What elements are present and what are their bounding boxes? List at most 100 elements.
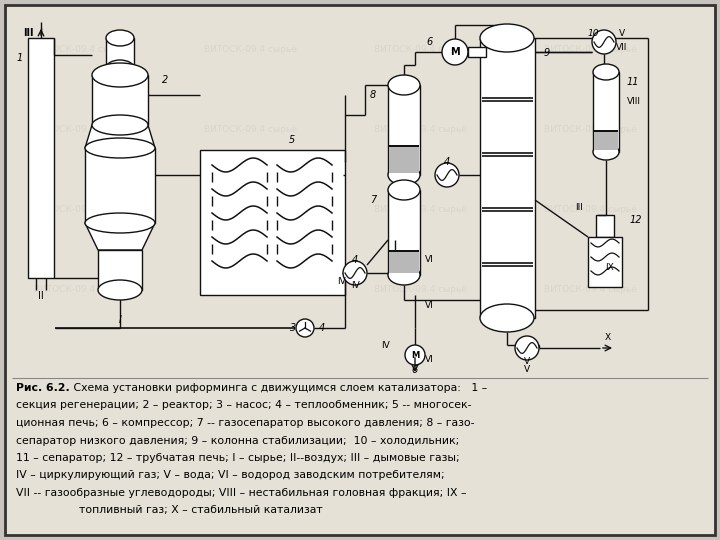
Text: IV – циркулирующий газ; V – вода; VI – водород заводским потребителям;: IV – циркулирующий газ; V – вода; VI – в… [16,470,445,481]
Text: III: III [23,28,34,38]
Text: V: V [524,366,530,375]
Text: ВИТОСК-09.4 сырьё: ВИТОСК-09.4 сырьё [374,45,467,55]
Circle shape [435,163,459,187]
Text: 11: 11 [627,77,639,87]
Text: ВИТОСК-09.4 сырьё: ВИТОСК-09.4 сырьё [374,206,467,214]
Bar [468,47,486,57]
Bar [389,250,419,273]
Text: ВИТОСК-09.4 сырьё: ВИТОСК-09.4 сырьё [544,125,636,134]
Bar [480,38,535,318]
Bar [389,145,419,173]
Text: сепаратор низкого давления; 9 – колонна стабилизации;  10 – холодильник;: сепаратор низкого давления; 9 – колонна … [16,435,459,445]
Text: V: V [619,29,625,37]
Text: ВИТОСК-09.4 сырьё: ВИТОСК-09.4 сырьё [204,45,297,55]
Ellipse shape [106,60,134,76]
Text: топливный газ; X – стабильный катализат: топливный газ; X – стабильный катализат [16,505,323,516]
Circle shape [405,345,425,365]
Text: ВИТОСК-09.4 сырьё: ВИТОСК-09.4 сырьё [34,45,127,55]
Text: 6: 6 [427,37,433,47]
Bar [588,237,622,287]
Ellipse shape [106,30,134,46]
Bar [389,250,419,252]
Text: 1: 1 [17,53,23,63]
Bar [388,85,420,175]
Text: ВИТОСК-09.4 сырьё: ВИТОСК-09.4 сырьё [374,286,467,294]
Text: VII: VII [616,44,628,52]
Text: ВИТОСК-09.4 сырьё: ВИТОСК-09.4 сырьё [544,286,636,294]
Ellipse shape [388,75,420,95]
Text: 9: 9 [544,48,550,58]
Text: секция регенерации; 2 – реактор; 3 – насос; 4 – теплообменник; 5 -- многосек-: секция регенерации; 2 – реактор; 3 – нас… [16,401,472,410]
Ellipse shape [388,180,420,200]
Text: VI: VI [425,255,433,265]
Bar [92,75,148,125]
Bar [28,38,54,278]
Ellipse shape [593,64,619,80]
Text: Схема установки риформинга с движущимся слоем катализатора:   1 –: Схема установки риформинга с движущимся … [70,383,487,393]
Text: ВИТОСК-09.4 сырьё: ВИТОСК-09.4 сырьё [544,206,636,214]
Text: 3: 3 [290,323,296,333]
Ellipse shape [85,213,155,233]
Text: 12: 12 [630,215,642,225]
Text: 4: 4 [352,255,358,265]
Text: 6: 6 [412,365,418,375]
Text: 2: 2 [162,75,168,85]
Circle shape [442,39,468,65]
Circle shape [592,30,616,54]
Polygon shape [85,125,155,148]
Text: VI: VI [425,355,433,364]
Text: ВИТОСК-09.4 сырьё: ВИТОСК-09.4 сырьё [34,125,127,134]
Text: II: II [38,291,44,301]
Bar [594,130,618,132]
Text: I: I [119,315,122,325]
Bar [85,148,155,223]
Text: ционная печь; 6 – компрессор; 7 -- газосепаратор высокого давления; 8 – газо-: ционная печь; 6 – компрессор; 7 -- газос… [16,418,474,428]
Text: 5: 5 [289,135,295,145]
Text: III: III [575,202,583,212]
Text: IV: IV [351,280,359,289]
Bar [388,190,420,275]
Circle shape [515,336,539,360]
Text: IV: IV [381,341,390,349]
Text: IX: IX [605,264,613,273]
Bar [596,215,614,237]
Text: 4: 4 [444,157,450,167]
Ellipse shape [480,24,534,52]
Text: ВИТОСК-09.4 сырьё: ВИТОСК-09.4 сырьё [204,286,297,294]
Text: M: M [450,47,460,57]
Text: Рис. 6.2.: Рис. 6.2. [16,383,70,393]
Text: 7: 7 [370,195,376,205]
Text: VI: VI [425,300,433,309]
Text: ВИТОСК-09.4 сырьё: ВИТОСК-09.4 сырьё [374,125,467,134]
Text: ВИТОСК-09.4 сырьё: ВИТОСК-09.4 сырьё [204,206,297,214]
Circle shape [343,261,367,285]
Bar [389,145,419,147]
Ellipse shape [85,138,155,158]
Ellipse shape [98,280,142,300]
Circle shape [296,319,314,337]
Text: ВИТОСК-09.4 сырьё: ВИТОСК-09.4 сырьё [204,125,297,134]
Text: ВИТОСК-09.4 сырьё: ВИТОСК-09.4 сырьё [34,286,127,294]
Bar [98,250,142,290]
Ellipse shape [388,165,420,185]
Text: 11 – сепаратор; 12 – трубчатая печь; I – сырье; II--воздух; III – дымовые газы;: 11 – сепаратор; 12 – трубчатая печь; I –… [16,453,459,463]
Ellipse shape [92,63,148,87]
Bar [594,130,618,150]
Text: ВИТОСК-09.4 сырьё: ВИТОСК-09.4 сырьё [34,206,127,214]
Bar [200,150,345,295]
Polygon shape [85,223,155,250]
Bar [593,72,619,152]
Text: 8: 8 [370,90,376,100]
Text: VIII: VIII [627,98,641,106]
Text: IV: IV [338,278,346,287]
Text: VII -- газообразные углеводороды; VIII – нестабильная головная фракция; IX –: VII -- газообразные углеводороды; VIII –… [16,488,467,498]
Bar [106,38,134,68]
Text: V: V [524,357,530,367]
Text: 4: 4 [319,323,325,333]
Text: 10: 10 [588,29,599,37]
Text: ВИТОСК-09.4 сырьё: ВИТОСК-09.4 сырьё [544,45,636,55]
Ellipse shape [92,115,148,135]
Ellipse shape [480,304,534,332]
Ellipse shape [593,144,619,160]
Text: X: X [605,334,611,342]
